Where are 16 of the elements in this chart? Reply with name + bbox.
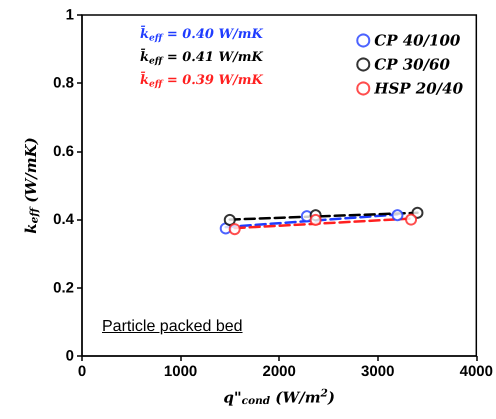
x-tick-label: 3000 (361, 363, 394, 380)
x-tick-label: 0 (78, 363, 86, 380)
y-tick-label: 0 (66, 348, 74, 364)
y-tick-label: 0.6 (53, 142, 74, 160)
x-tick-label: 1000 (164, 363, 198, 380)
y-tick-label: 1 (66, 6, 74, 24)
x-tick-label: 4000 (460, 363, 494, 380)
legend-label: CP 40/100 (374, 32, 461, 50)
y-tick-label: 0.8 (53, 74, 74, 92)
x-tick-label: 2000 (262, 363, 296, 380)
y-tick-label: 0.2 (53, 279, 74, 296)
legend-label: HSP 20/40 (373, 80, 464, 98)
y-axis-title: keff (W/mK) (22, 137, 40, 234)
legend-label: CP 30/60 (374, 56, 450, 74)
annotation: Particle packed bed (102, 318, 243, 336)
y-tick-label: 0.4 (53, 211, 75, 228)
